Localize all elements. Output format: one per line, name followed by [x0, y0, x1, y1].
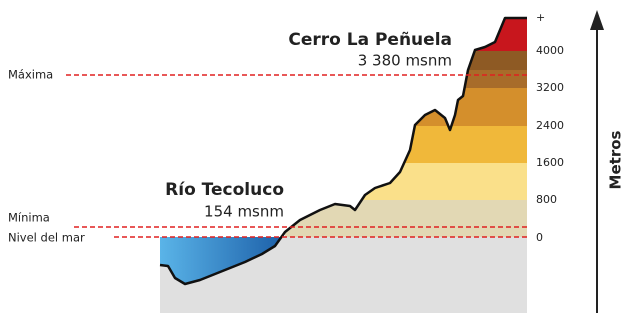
- max-label: Máxima: [8, 68, 53, 82]
- scale-label: +: [536, 11, 545, 24]
- river-name: Río Tecoluco: [165, 180, 284, 200]
- scale-label: 4000: [536, 44, 564, 57]
- scale-labels: +4000 3200 2400 1600 800 0: [536, 11, 564, 244]
- sea-level-label: Nivel del mar: [8, 231, 85, 245]
- scale-label: 0: [536, 231, 543, 244]
- scale-label: 800: [536, 193, 557, 206]
- scale-label: 2400: [536, 119, 564, 132]
- axis-arrow-head: [590, 10, 604, 30]
- scale-label: 1600: [536, 156, 564, 169]
- peak-name: Cerro La Peñuela: [288, 30, 452, 50]
- scale-label: 3200: [536, 81, 564, 94]
- min-label: Mínima: [8, 211, 50, 225]
- river-elevation: 154 msnm: [204, 203, 284, 221]
- peak-elevation: 3 380 msnm: [358, 52, 452, 70]
- elevation-profile: Máxima Mínima Nivel del mar Cerro La Peñ…: [0, 0, 624, 313]
- axis-label: Metros: [607, 130, 624, 189]
